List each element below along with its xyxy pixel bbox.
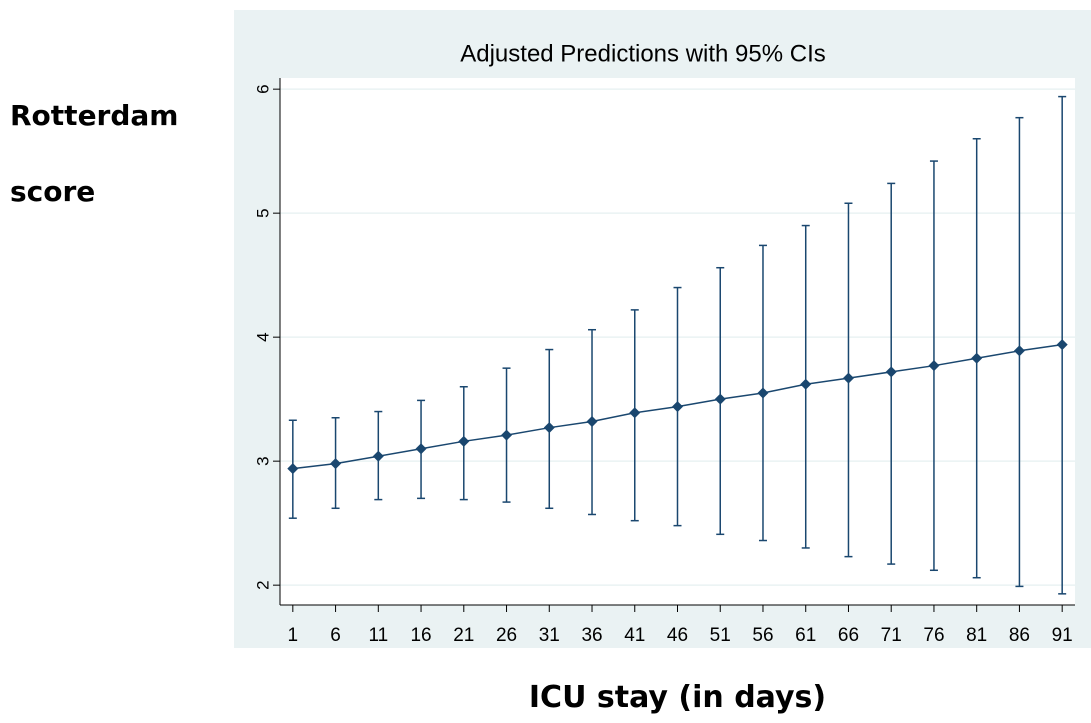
x-tick-label: 66 [838,625,859,646]
x-tick-label: 36 [581,625,602,646]
x-tick-label: 76 [923,625,944,646]
y-tick-label: 2 [253,580,272,589]
marker [543,422,555,434]
marker [287,463,299,475]
x-axis-label: ICU stay (in days) [528,680,827,715]
marker [842,372,854,384]
x-tick-label: 1 [288,625,299,646]
x-tick-label: 81 [966,625,987,646]
y-tick-label: 4 [253,332,272,341]
x-tick-label: 91 [1052,625,1073,646]
x-tick-label: 41 [624,625,645,646]
x-tick-label: 51 [710,625,731,646]
x-tick-label: 21 [453,625,474,646]
marker [586,415,598,427]
x-tick-label: 71 [881,625,902,646]
marker [971,352,983,364]
x-tick-label: 31 [539,625,560,646]
marker [629,407,641,419]
y-tick-label: 6 [253,84,272,93]
marker [458,435,470,447]
y-tick-label: 3 [253,456,272,465]
marker [714,393,726,405]
x-tick-label: 46 [667,625,688,646]
marker [885,366,897,378]
marker [928,360,940,372]
marker [800,378,812,390]
x-tick-label: 56 [752,625,773,646]
marker [757,387,769,399]
marker [1056,339,1068,351]
y-tick-label: 5 [253,208,272,217]
x-tick-label: 6 [330,625,341,646]
x-tick-label: 16 [410,625,431,646]
x-tick-label: 61 [795,625,816,646]
marker [415,443,427,455]
marker [372,450,384,462]
y-axis-label: Rotterdam score [10,99,179,208]
marker [501,429,513,441]
chart-title: Adjusted Predictions with 95% CIs [460,40,826,67]
marker [330,458,342,470]
marker [1013,345,1025,357]
x-tick-label: 86 [1009,625,1030,646]
marker [672,401,683,413]
x-tick-label: 26 [496,625,517,646]
x-tick-label: 11 [368,625,388,646]
